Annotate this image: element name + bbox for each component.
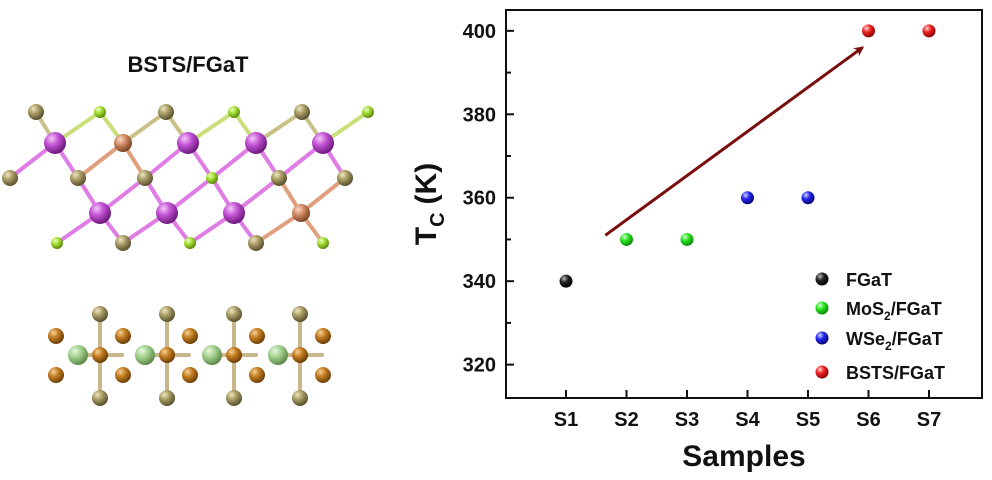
y-axis-label: TC (K) [410,163,449,245]
x-tick-label: S3 [675,409,699,431]
x-axis-ticks: S1 S2 S3 S4 S5 S6 S7 [554,390,941,431]
fgat-atoms [48,306,331,406]
data-point-s2 [620,232,633,246]
x-tick-label: S4 [735,409,760,431]
legend-label-bsts: BSTS/FGaT [846,363,945,383]
bsts-layer [2,104,374,251]
x-axis-label: Samples [682,440,805,473]
bsts-atoms [2,104,374,251]
legend: FGaT MoS2/FGaT WSe2/FGaT BSTS/FGaT [815,270,945,383]
bsts-bonds [8,110,370,245]
y-tick-label: 340 [463,271,496,293]
y-label-unit: (K) [410,163,443,205]
legend-marker-bsts [815,365,829,379]
y-tick-label: 320 [463,355,496,377]
legend-marker-fgat [815,272,829,286]
data-point-s3 [680,232,694,246]
legend-item-mos2: MoS2/FGaT [815,299,942,323]
legend-label-fgat: FGaT [846,270,892,290]
legend-item-fgat: FGaT [815,270,892,290]
plot-frame [505,9,983,399]
data-point-s5 [801,191,815,205]
legend-marker-mos2 [815,301,829,315]
y-label-sub: C [427,212,449,226]
x-tick-label: S7 [917,409,941,431]
structure-panel: BSTS/FGaT [2,52,374,406]
y-tick-label: 400 [463,21,496,43]
legend-label-wse2: WSe2/FGaT [846,329,943,353]
legend-marker-wse2 [815,331,829,345]
y-label-main: T [410,227,443,245]
x-tick-label: S2 [614,409,638,431]
fgat-layer [48,306,331,406]
x-tick-label: S5 [796,409,820,431]
data-point-s1 [559,274,573,288]
data-point-s7 [922,24,936,38]
x-tick-label: S6 [856,409,880,431]
legend-item-bsts: BSTS/FGaT [815,363,945,383]
data-point-s4 [741,191,754,205]
chart: 320 340 360 380 400 S1 S2 S3 S4 S5 S6 S7 TC (K) Sam… [410,9,983,473]
structure-title: BSTS/FGaT [127,52,249,77]
y-tick-label: 380 [463,104,496,126]
data-points [559,24,936,288]
legend-item-wse2: WSe2/FGaT [815,329,943,353]
y-tick-label: 360 [463,188,496,210]
y-axis-ticks: 320 340 360 380 400 [463,21,514,377]
x-tick-label: S1 [554,409,578,431]
trend-arrow [604,46,865,237]
data-point-s6 [862,24,875,38]
legend-label-mos2: MoS2/FGaT [846,299,942,323]
